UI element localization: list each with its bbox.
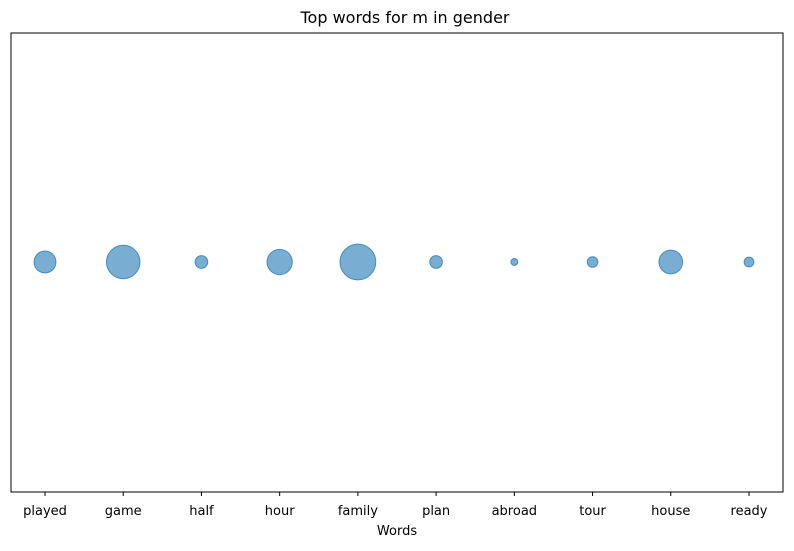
x-tick-label: house <box>651 504 690 519</box>
chart-title: Top words for m in gender <box>300 8 510 27</box>
x-tick-label: half <box>189 504 214 519</box>
x-tick-label: played <box>23 504 67 519</box>
x-tick-label: family <box>338 504 378 519</box>
x-tick-label: abroad <box>492 504 537 519</box>
x-axis-label: Words <box>377 524 417 539</box>
x-tick-label: hour <box>265 504 295 519</box>
point-game <box>105 244 141 280</box>
point-house <box>658 249 684 275</box>
point-tour <box>586 256 599 268</box>
point-hour <box>266 248 293 276</box>
point-abroad <box>510 258 519 266</box>
point-plan <box>429 255 443 269</box>
point-played <box>33 250 57 274</box>
x-tick-label: tour <box>579 504 606 519</box>
x-tick-label: plan <box>422 504 450 519</box>
point-ready <box>743 256 755 268</box>
x-tick-label: game <box>105 504 142 519</box>
x-ticks: played game half hour family plan abroad tour ho… <box>23 492 768 519</box>
point-family <box>339 243 377 281</box>
point-half <box>194 255 209 269</box>
x-tick-label: ready <box>731 504 768 519</box>
plot-frame <box>10 32 784 493</box>
points-layer <box>33 243 755 281</box>
